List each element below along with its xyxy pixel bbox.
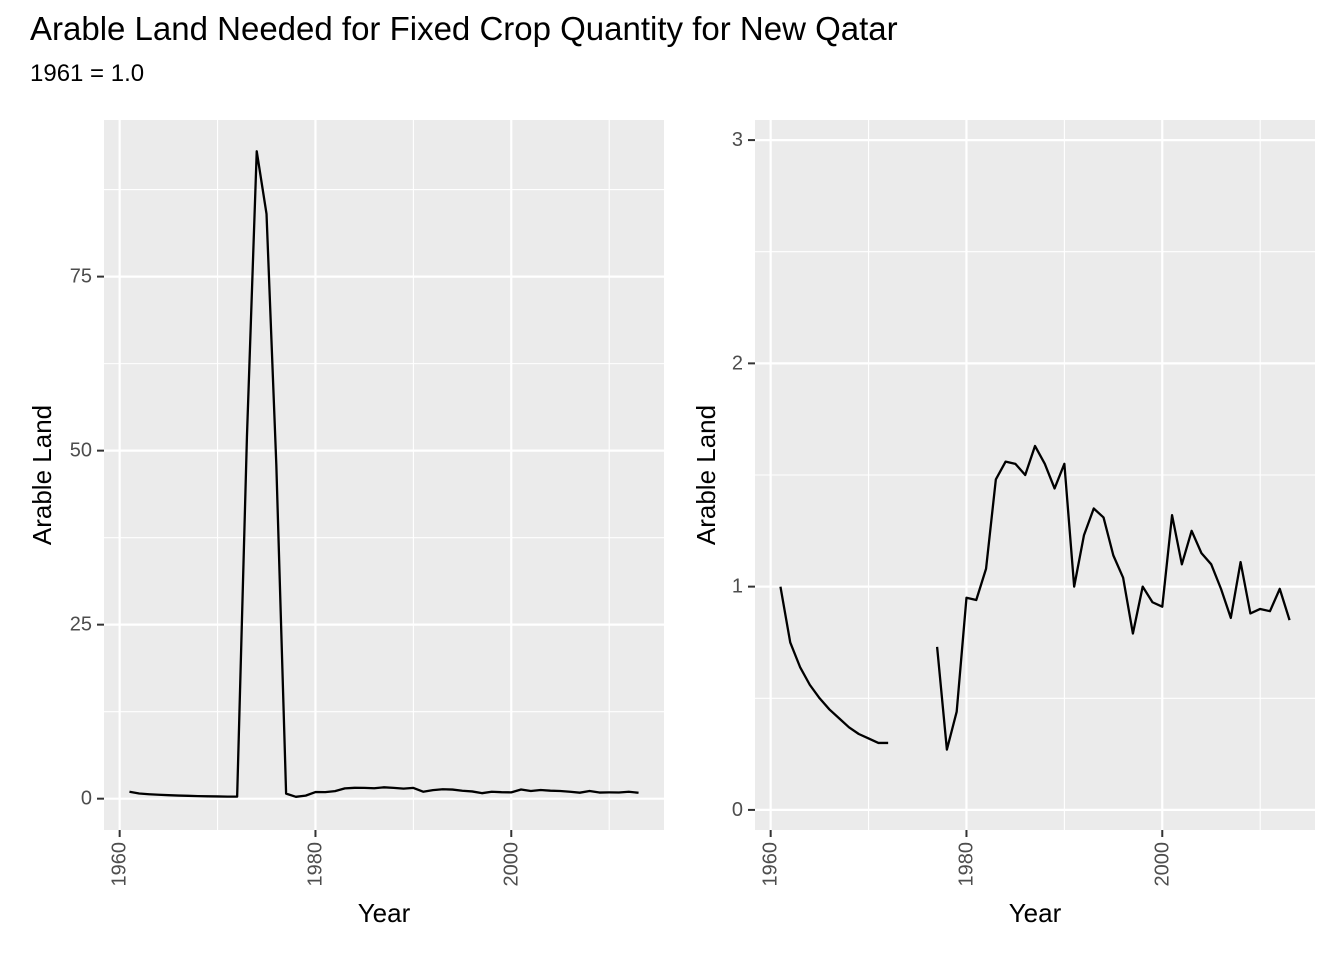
x-tick-label: 1980 [955,842,977,887]
chart-subtitle: 1961 = 1.0 [30,60,145,87]
x-tick-label: 2000 [1151,842,1173,887]
x-axis-title: Year [1009,898,1062,928]
x-tick-label: 1960 [109,842,131,887]
chart-title: Arable Land Needed for Fixed Crop Quanti… [30,10,898,47]
y-tick-label: 2 [732,352,743,374]
x-axis-title: Year [358,898,411,928]
y-tick-label: 50 [70,440,92,462]
y-axis-title: Arable Land [27,405,57,545]
x-tick-label: 1980 [304,842,326,887]
y-axis-title: Arable Land [691,405,721,545]
y-tick-label: 0 [81,788,92,810]
series-line [129,150,639,798]
left-panel: 1960 1980 2000 0 25 50 75 Year Arable Land [27,120,664,928]
y-tick-label: 3 [732,129,743,151]
series-line [935,444,1291,751]
y-tick-label: 25 [70,614,92,636]
y-tick-label: 1 [732,576,743,598]
x-tick-label: 1960 [760,842,782,887]
y-tick-label: 75 [70,266,92,288]
x-tick-label: 2000 [500,842,522,887]
y-tick-label: 0 [732,799,743,821]
plot-background [104,120,664,830]
series-line [779,586,889,745]
right-panel: 1960 1980 2000 0 1 2 3 Year Arable Land [691,120,1315,928]
